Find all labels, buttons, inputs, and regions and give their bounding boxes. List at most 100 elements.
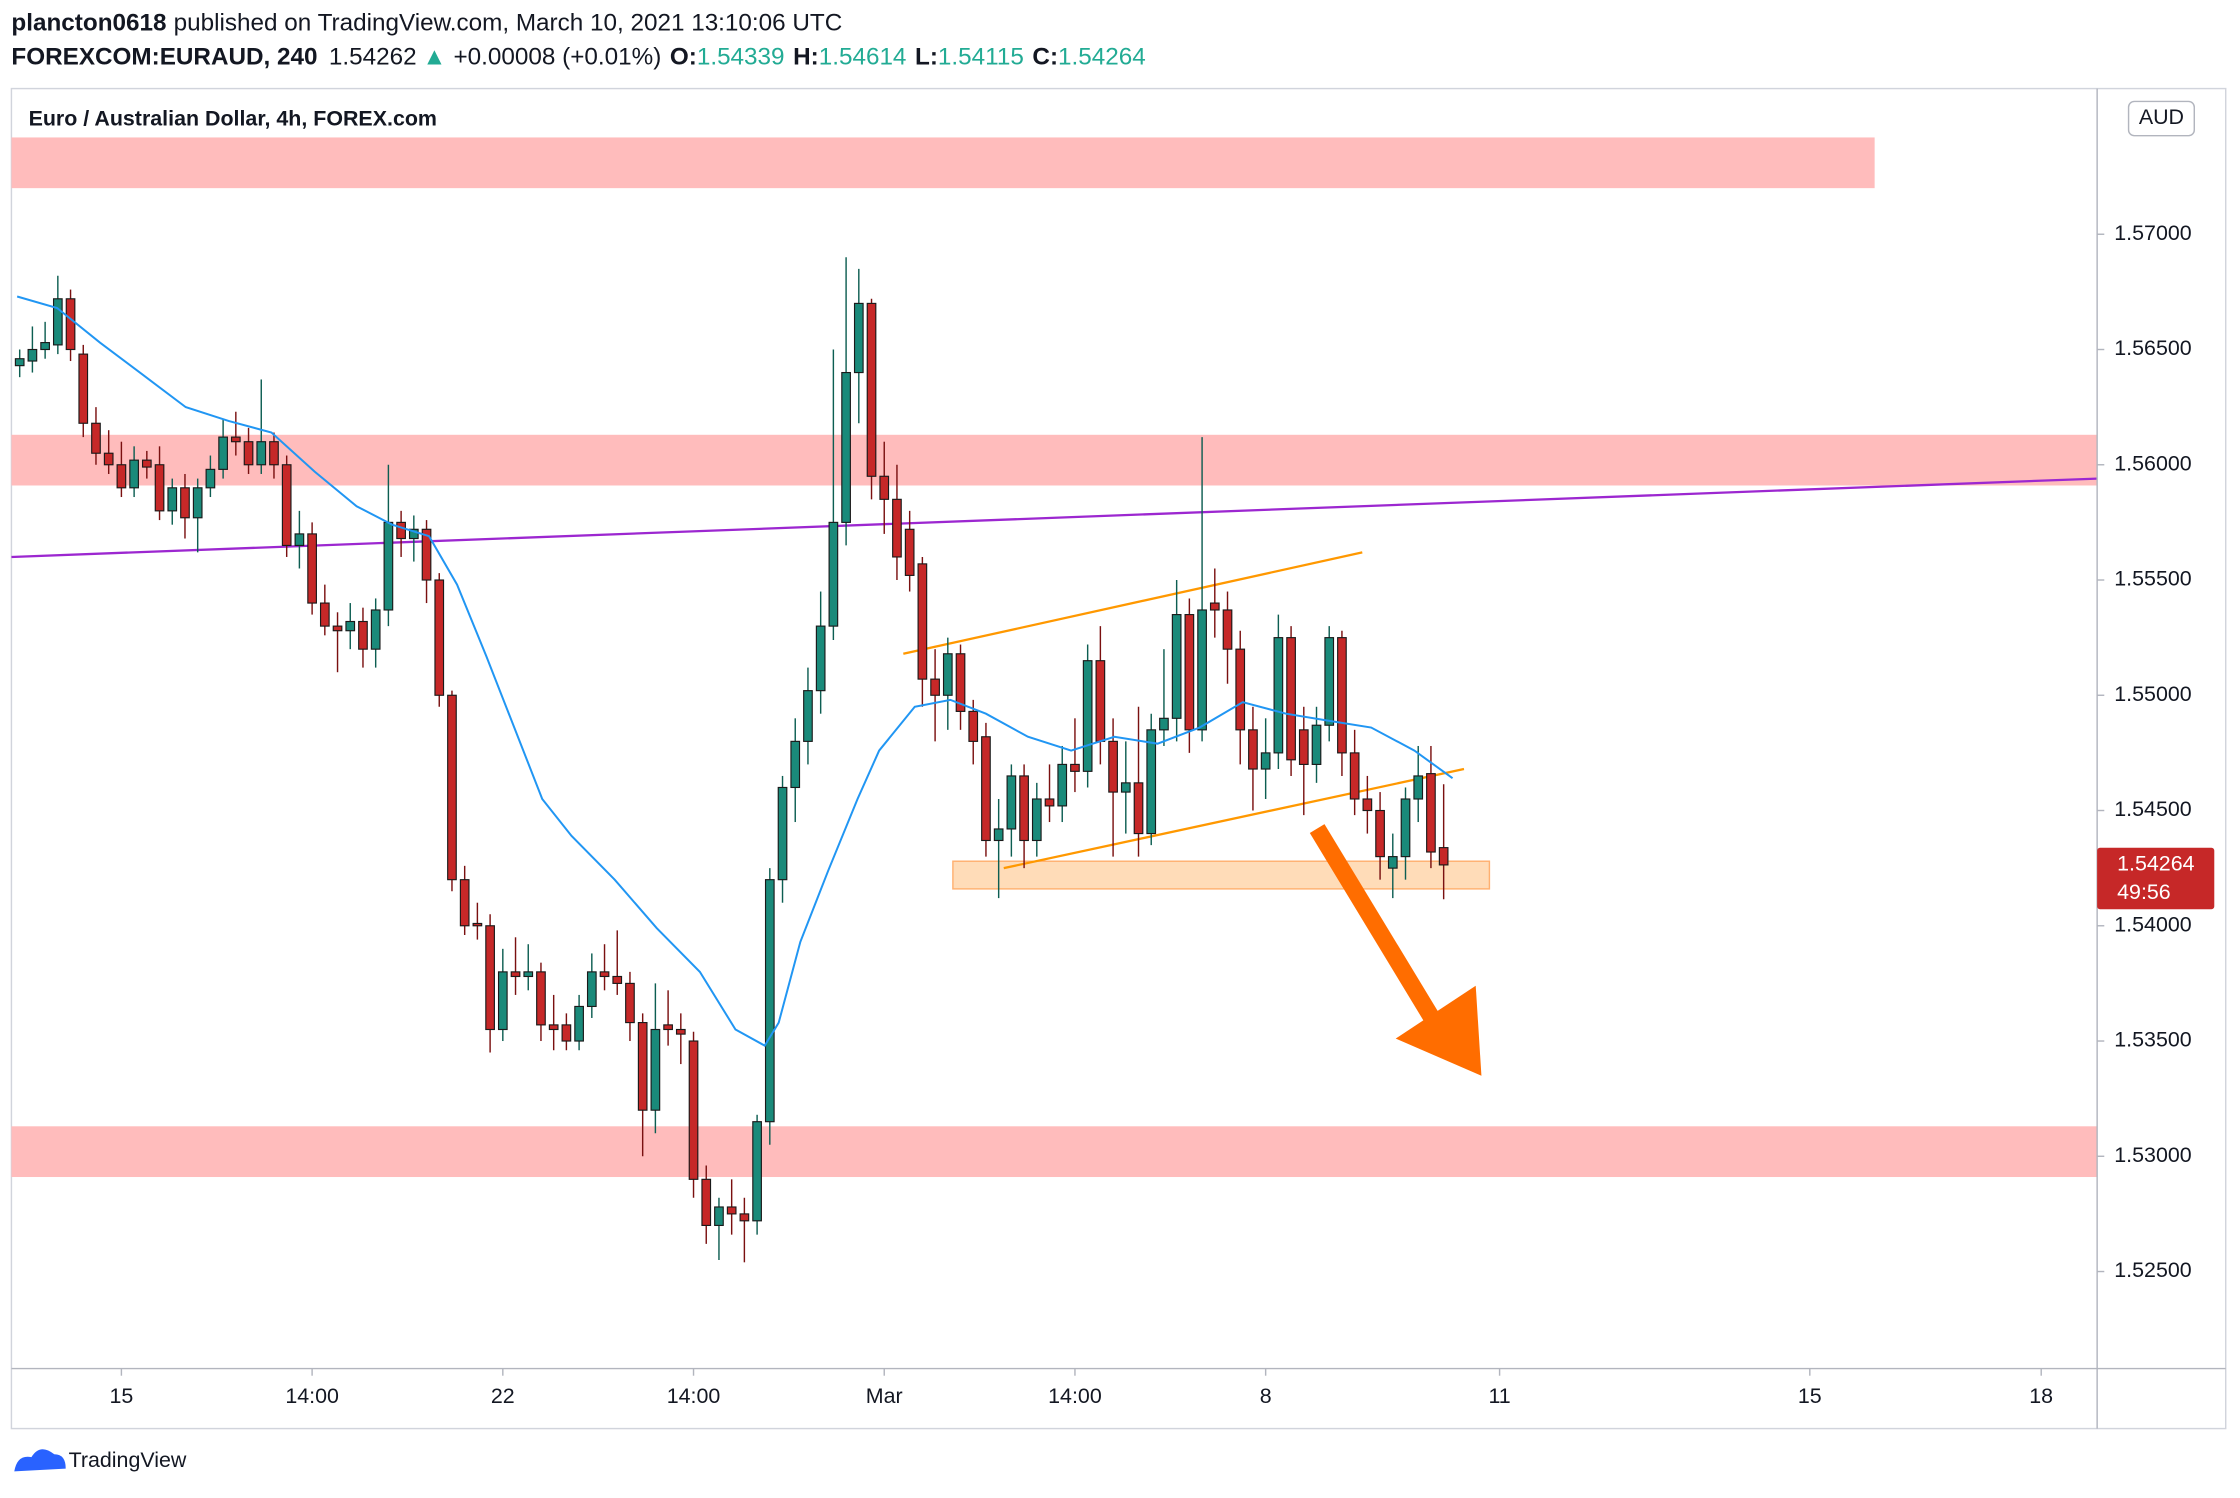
candle-body [930, 678, 940, 696]
last-price-box [2097, 847, 2215, 910]
candle-body [1413, 775, 1424, 800]
candle-body [167, 487, 178, 512]
open: 1.54339 [697, 44, 785, 71]
brand: TradingView [69, 1448, 187, 1472]
candle-body [78, 353, 89, 424]
candle-body [777, 786, 788, 881]
trend-line [903, 551, 1363, 655]
candle-body [739, 1213, 750, 1222]
candle-body [1133, 782, 1144, 835]
candle-body [408, 528, 419, 540]
marks [11, 257, 2098, 1263]
candle-body [866, 302, 877, 477]
currency: AUD [2139, 105, 2184, 129]
candle-body [307, 533, 317, 604]
x-tick-label: 22 [491, 1384, 515, 1408]
x-tick-label: 11 [1488, 1384, 1510, 1408]
candle-body [815, 625, 826, 692]
candle-body [675, 1028, 686, 1035]
candle-body [650, 1028, 661, 1111]
candle-body [803, 690, 813, 742]
candle-body [917, 563, 928, 680]
y-tick-label: 1.57000 [2114, 221, 2191, 245]
candle-body [141, 459, 152, 468]
candle-body [1362, 798, 1373, 812]
candle-body [434, 579, 445, 696]
candle-body [1120, 782, 1131, 793]
x-tick-label: 14:00 [667, 1384, 721, 1408]
candle-body [561, 1024, 572, 1042]
candle-body [510, 971, 521, 978]
candle-body [625, 982, 635, 1024]
zones [11, 137, 2098, 1178]
candle-body [332, 625, 343, 632]
candle-body [1159, 717, 1169, 731]
candle-body [319, 602, 330, 627]
y-tick-label: 1.55000 [2114, 682, 2191, 706]
candle-body [497, 971, 508, 1031]
candle-body [1298, 729, 1309, 765]
candle-body [752, 1121, 762, 1222]
zone [952, 860, 1491, 890]
candle-body [574, 1005, 584, 1042]
currency-box [2127, 100, 2195, 137]
zone [11, 434, 2098, 486]
close: 1.54264 [1058, 44, 1146, 71]
zone [11, 137, 1875, 189]
last-price-label: 1.54264 [2117, 852, 2194, 876]
candle-body [472, 922, 483, 927]
candle-body [180, 487, 190, 519]
candle-body [1375, 809, 1385, 858]
candle-body [154, 464, 165, 512]
y-tick-label: 1.53500 [2114, 1028, 2191, 1052]
candle-body [663, 1024, 673, 1031]
candle-body [879, 475, 890, 500]
y-tick-label: 1.53000 [2114, 1143, 2191, 1167]
candle-body [764, 879, 775, 1123]
candle-body [714, 1206, 724, 1226]
candle-body [637, 1022, 648, 1111]
user: plancton0618 [11, 10, 166, 37]
x-tick-label: 8 [1260, 1384, 1272, 1408]
candle-body [1197, 609, 1207, 731]
high: 1.54614 [819, 44, 907, 71]
l-label: L: [915, 44, 938, 71]
candle-body [548, 1024, 559, 1031]
y-tick-label: 1.56500 [2114, 336, 2191, 360]
candle-body [1082, 660, 1093, 772]
arrow-head [1395, 985, 1482, 1076]
candle-body [294, 533, 305, 547]
candle-body [116, 464, 127, 489]
candle-body [1324, 637, 1335, 726]
candle-body [1273, 637, 1284, 754]
candle-body [383, 521, 394, 611]
candle-body [828, 521, 839, 627]
brand-logo: TradingView [14, 1448, 187, 1472]
candle-body [1095, 660, 1106, 742]
candle-body [256, 441, 267, 466]
candle-body [1209, 602, 1220, 611]
y-tick-label: 1.54000 [2114, 912, 2191, 936]
candle-body [281, 464, 292, 547]
candle-body [599, 971, 610, 978]
o-label: O: [670, 44, 697, 71]
candle-body [1146, 729, 1157, 835]
candle-body [701, 1178, 712, 1226]
candle-body [52, 298, 63, 346]
candle-body [1286, 637, 1296, 761]
h-label: H: [793, 44, 819, 71]
symbol: FOREXCOM:EURAUD, 240 [11, 44, 317, 71]
chart-title: Euro / Australian Dollar, 4h, FOREX.com [29, 107, 437, 131]
candle-body [1349, 752, 1360, 800]
candle-body [396, 521, 406, 540]
last: 1.54262 [329, 44, 417, 71]
arrow: ▲ [422, 44, 446, 71]
candle-body [345, 620, 356, 632]
x-tick-label: Mar [866, 1384, 903, 1408]
x-tick-label: 18 [2029, 1384, 2053, 1408]
candle-body [1031, 798, 1042, 842]
candle-body [993, 828, 1004, 842]
candle-body [841, 371, 851, 523]
candle-body [1006, 775, 1017, 830]
